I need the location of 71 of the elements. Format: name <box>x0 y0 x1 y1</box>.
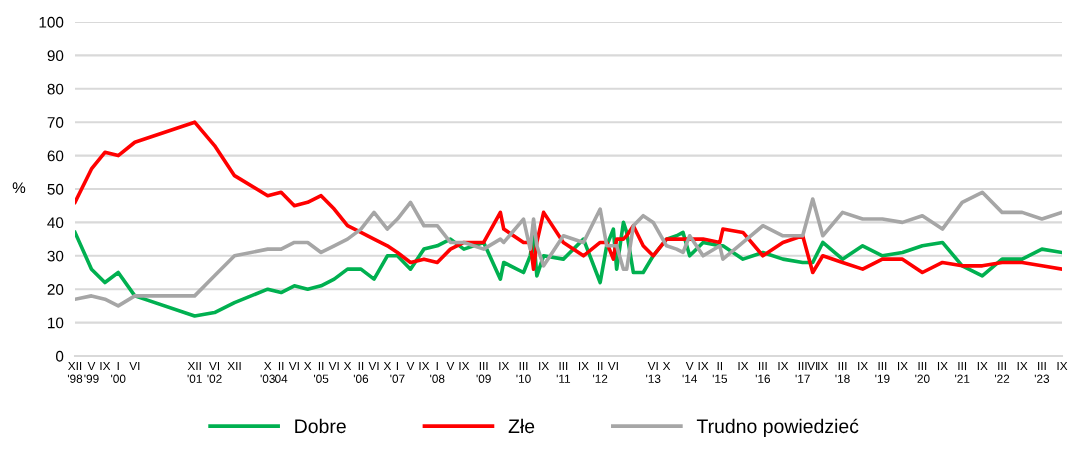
x-tick-label: IX <box>100 361 111 371</box>
y-axis-title: % <box>12 182 26 194</box>
x-tick-label: III '22 <box>994 361 1010 383</box>
legend-label: Trudno powiedzieć <box>696 418 859 437</box>
x-tick-label: VI <box>328 361 339 371</box>
line-series <box>75 190 1062 308</box>
x-tick-label: III '16 <box>755 361 771 383</box>
x-tick-label: VI <box>288 361 299 371</box>
y-tick-label: 50 <box>47 183 64 195</box>
x-tick-label: IX <box>738 361 749 371</box>
x-tick-label: XII <box>227 361 241 371</box>
y-tick-label: 10 <box>48 317 64 329</box>
x-tick-label: II '15 <box>712 361 728 383</box>
x-tick-label: X '03 <box>260 361 275 383</box>
x-tick-label: IX <box>459 361 470 371</box>
x-tick-label: IX <box>977 361 988 371</box>
x-tick-label: V <box>406 361 415 371</box>
x-tick-label: II 04 <box>275 361 288 383</box>
x-tick-label: IX <box>419 361 430 371</box>
x-tick-label: IX <box>539 361 549 371</box>
x-tick-label: VI <box>607 361 618 371</box>
x-tick-label: III '23 <box>1034 361 1050 383</box>
x-tick-label: VI <box>807 361 818 371</box>
x-tick-label: III '09 <box>476 361 491 383</box>
x-tick-label: III '20 <box>915 361 930 383</box>
y-tick-label: 30 <box>47 250 64 262</box>
x-tick-label: III '18 <box>835 361 850 383</box>
x-tick-label: IX <box>499 361 510 371</box>
legend-label: Dobre <box>295 418 346 434</box>
x-tick-label: VI <box>129 361 140 371</box>
x-tick-label: II '12 <box>593 361 608 383</box>
x-tick-label: X <box>303 361 312 371</box>
x-tick-label: II '05 <box>314 361 329 383</box>
x-tick-label: IX <box>818 361 829 371</box>
x-tick-label: IX <box>1057 361 1068 371</box>
x-tick-label: IX <box>698 361 709 371</box>
x-tick-label: X <box>662 361 671 371</box>
x-tick-label: IX <box>778 361 789 371</box>
x-tick-label: IX <box>578 361 589 371</box>
x-tick-label: X <box>383 361 392 371</box>
y-tick-label: 60 <box>47 150 64 162</box>
x-tick-label: III '11 <box>556 361 571 383</box>
x-tick-label: VI <box>368 361 379 371</box>
x-tick-label: II '06 <box>353 361 369 383</box>
x-tick-label: I '07 <box>390 361 405 383</box>
x-tick-label: V '14 <box>682 361 698 383</box>
y-tick-label: 20 <box>47 284 64 295</box>
x-tick-label: IX <box>858 361 868 371</box>
x-tick-label: V '99 <box>84 361 99 383</box>
x-tick-label: IX <box>1017 361 1028 371</box>
y-tick-label: 80 <box>47 83 64 95</box>
x-tick-label: III '10 <box>516 361 531 383</box>
x-tick-label: III '19 <box>875 361 890 383</box>
line-series <box>75 120 1062 275</box>
x-tick-label: VI '02 <box>207 361 222 383</box>
x-tick-label: IX <box>898 361 908 371</box>
x-tick-label: III '21 <box>955 361 970 383</box>
legend-label: Złe <box>508 418 535 434</box>
y-tick-label: 70 <box>47 117 64 128</box>
x-tick-label: VI '13 <box>646 361 661 383</box>
x-tick-label: IX <box>937 361 948 371</box>
x-tick-label: X <box>343 361 352 371</box>
y-tick-label: 0 <box>55 350 64 362</box>
x-tick-label: XII '98 <box>67 361 83 383</box>
x-tick-label: I '00 <box>111 361 126 383</box>
x-tick-label: V <box>446 361 455 371</box>
y-tick-label: 90 <box>47 50 64 62</box>
y-tick-label: 40 <box>47 217 64 229</box>
x-tick-label: I '08 <box>430 361 445 383</box>
x-tick-label: XII '01 <box>187 361 202 383</box>
y-tick-label: 100 <box>39 16 64 28</box>
